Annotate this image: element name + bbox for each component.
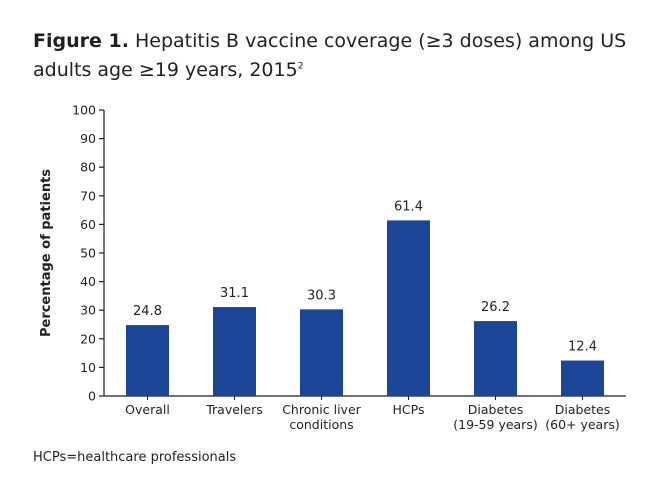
y-tick-label: 70	[80, 188, 96, 203]
x-tick-label: Diabetes	[555, 402, 611, 417]
bar	[387, 220, 430, 396]
footnote: HCPs=healthcare professionals	[33, 450, 237, 465]
y-tick-label: 80	[80, 160, 96, 175]
data-label: 26.2	[481, 300, 510, 315]
figure-number: Figure 1.	[33, 30, 129, 52]
bar	[300, 309, 343, 396]
y-tick-label: 40	[80, 274, 96, 289]
y-tick-label: 50	[80, 246, 96, 261]
x-tick-label: (60+ years)	[545, 417, 620, 432]
title-reference: 2	[297, 61, 304, 72]
x-tick-label: Travelers	[205, 402, 263, 417]
y-tick-label: 60	[80, 217, 96, 232]
bar	[213, 307, 256, 396]
x-tick-label: (19-59 years)	[453, 417, 537, 432]
y-tick-label: 20	[80, 331, 96, 346]
bar	[126, 325, 169, 396]
bar	[474, 321, 517, 396]
title-text: Hepatitis B vaccine coverage (≥3 doses) …	[33, 30, 627, 81]
y-tick-label: 90	[80, 131, 96, 146]
y-tick-label: 0	[88, 389, 96, 404]
chart-title: Figure 1. Hepatitis B vaccine coverage (…	[33, 27, 633, 85]
x-tick-label: conditions	[289, 417, 353, 432]
data-label: 30.3	[307, 288, 336, 303]
data-label: 31.1	[220, 286, 249, 301]
y-tick-label: 30	[80, 303, 96, 318]
x-tick-label: Overall	[125, 402, 170, 417]
x-tick-label: HCPs	[393, 402, 425, 417]
data-label: 61.4	[394, 199, 423, 214]
y-axis-label: Percentage of patients	[39, 169, 54, 337]
x-tick-label: Chronic liver	[282, 402, 361, 417]
data-label: 12.4	[568, 340, 597, 355]
y-tick-label: 10	[80, 360, 96, 375]
data-label: 24.8	[133, 304, 162, 319]
y-tick-label: 100	[72, 103, 96, 118]
bar	[561, 360, 604, 396]
x-tick-label: Diabetes	[468, 402, 524, 417]
